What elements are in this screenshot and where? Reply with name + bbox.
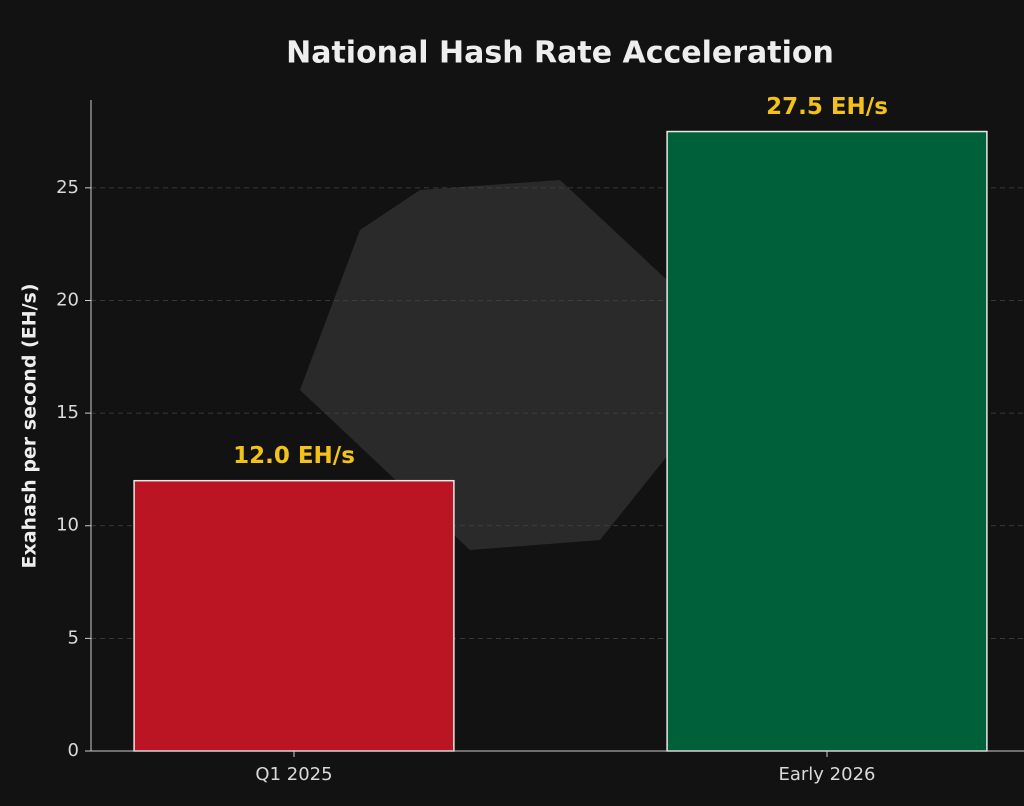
y-tick-label: 0 bbox=[68, 740, 79, 761]
y-tick-label: 25 bbox=[56, 177, 79, 198]
y-axis-label: Exahash per second (EH/s) bbox=[19, 283, 41, 568]
chart-title: National Hash Rate Acceleration bbox=[286, 36, 834, 71]
watermark-shape bbox=[300, 180, 715, 550]
bar bbox=[133, 479, 455, 752]
bar bbox=[666, 130, 988, 752]
x-tick-label: Early 2026 bbox=[779, 764, 876, 785]
watermark bbox=[300, 180, 715, 550]
y-tick-label: 15 bbox=[56, 402, 79, 423]
y-tick-label: 10 bbox=[56, 515, 79, 536]
y-tick-label: 20 bbox=[56, 289, 79, 310]
value-label: 12.0 EH/s bbox=[233, 443, 355, 469]
y-tick-label: 5 bbox=[68, 627, 79, 648]
value-label: 27.5 EH/s bbox=[766, 94, 888, 120]
x-tick-label: Q1 2025 bbox=[255, 764, 332, 785]
